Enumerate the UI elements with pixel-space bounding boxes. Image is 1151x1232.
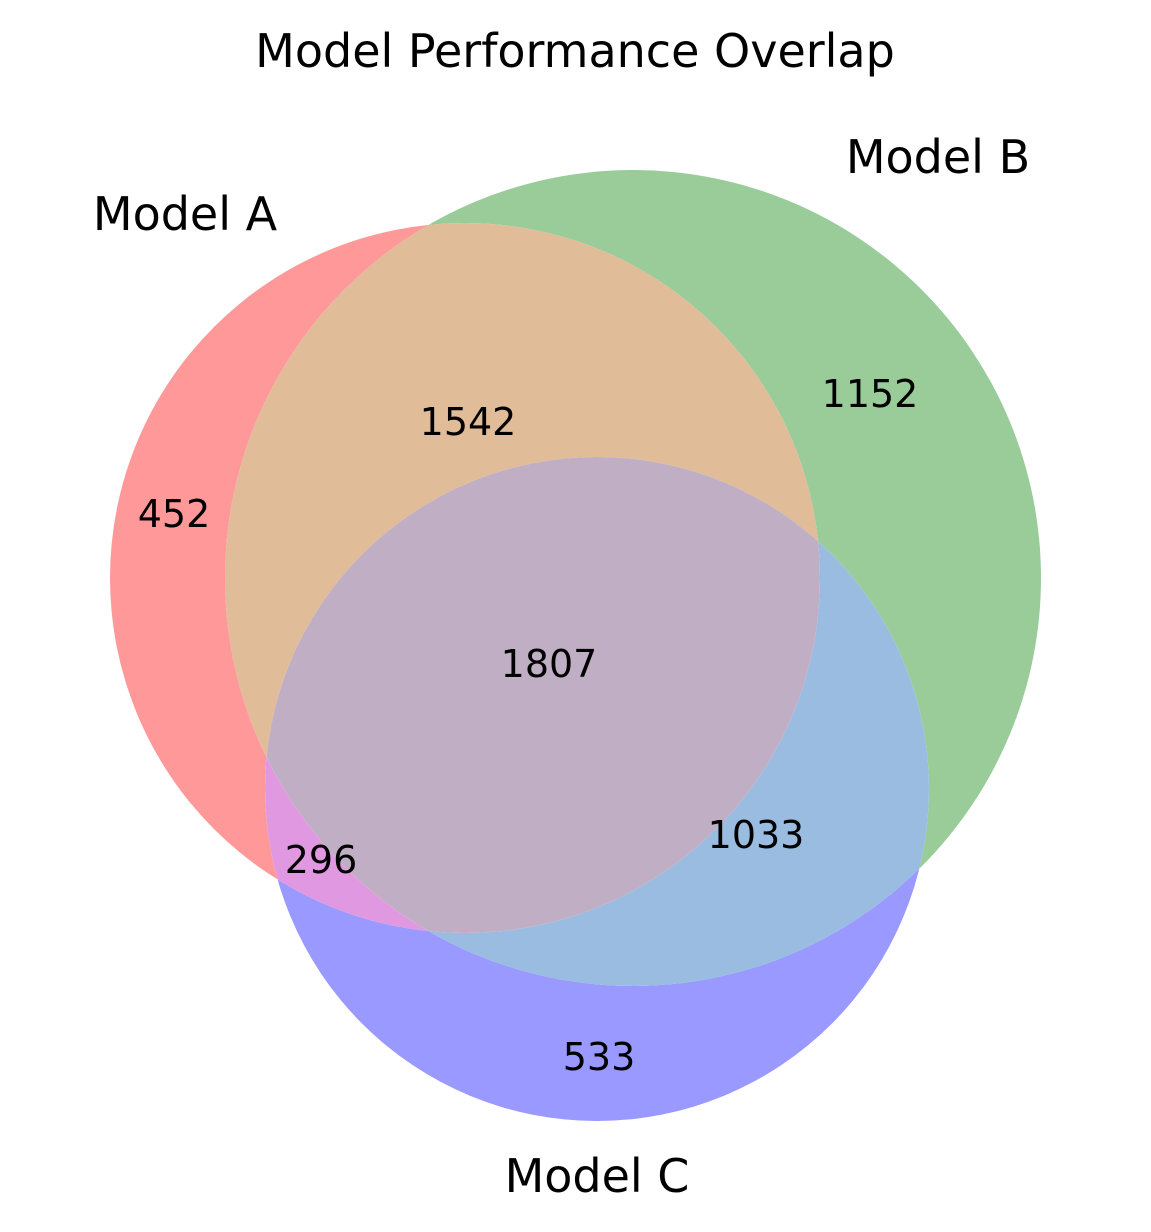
count-a-only: 452 bbox=[138, 492, 211, 536]
chart-title: Model Performance Overlap bbox=[255, 24, 895, 78]
count-ab: 1542 bbox=[420, 400, 517, 444]
count-c-only: 533 bbox=[563, 1035, 636, 1079]
count-ac: 296 bbox=[285, 838, 358, 882]
set-label-model-c: Model C bbox=[505, 1149, 690, 1203]
region-abc bbox=[265, 457, 820, 933]
count-b-only: 1152 bbox=[822, 372, 919, 416]
set-label-model-b: Model B bbox=[846, 130, 1030, 184]
count-abc: 1807 bbox=[501, 642, 598, 686]
set-label-model-a: Model A bbox=[93, 187, 278, 241]
count-bc: 1033 bbox=[708, 813, 805, 857]
